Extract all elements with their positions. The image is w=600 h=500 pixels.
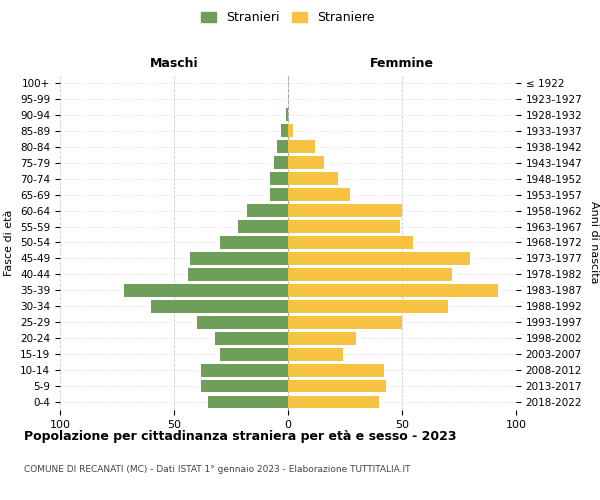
Bar — [288, 204, 402, 217]
Bar — [288, 348, 343, 360]
Bar — [288, 396, 379, 408]
Bar — [277, 140, 288, 153]
Legend: Stranieri, Straniere: Stranieri, Straniere — [201, 11, 375, 24]
Bar — [124, 284, 288, 296]
Bar — [188, 268, 288, 281]
Text: Maschi: Maschi — [149, 57, 199, 70]
Text: Popolazione per cittadinanza straniera per età e sesso - 2023: Popolazione per cittadinanza straniera p… — [24, 430, 457, 443]
Bar — [208, 396, 288, 408]
Bar — [202, 364, 288, 376]
Bar — [281, 124, 288, 137]
Text: Femmine: Femmine — [370, 57, 434, 70]
Bar — [286, 108, 288, 122]
Bar — [274, 156, 288, 169]
Bar — [288, 172, 338, 185]
Bar — [190, 252, 288, 265]
Bar — [202, 380, 288, 392]
Bar — [288, 364, 384, 376]
Bar — [288, 220, 400, 233]
Bar — [197, 316, 288, 328]
Bar — [288, 316, 402, 328]
Y-axis label: Anni di nascita: Anni di nascita — [589, 201, 599, 284]
Bar — [288, 252, 470, 265]
Bar — [220, 236, 288, 249]
Bar — [288, 188, 350, 201]
Bar — [288, 300, 448, 312]
Bar — [247, 204, 288, 217]
Bar — [238, 220, 288, 233]
Y-axis label: Fasce di età: Fasce di età — [4, 210, 14, 276]
Bar — [288, 124, 293, 137]
Bar — [288, 156, 325, 169]
Bar — [215, 332, 288, 344]
Bar — [270, 172, 288, 185]
Bar — [288, 332, 356, 344]
Bar — [288, 268, 452, 281]
Bar — [288, 284, 498, 296]
Bar — [288, 236, 413, 249]
Bar — [220, 348, 288, 360]
Bar — [288, 140, 316, 153]
Bar — [288, 380, 386, 392]
Bar — [270, 188, 288, 201]
Bar — [151, 300, 288, 312]
Text: COMUNE DI RECANATI (MC) - Dati ISTAT 1° gennaio 2023 - Elaborazione TUTTITALIA.I: COMUNE DI RECANATI (MC) - Dati ISTAT 1° … — [24, 465, 410, 474]
